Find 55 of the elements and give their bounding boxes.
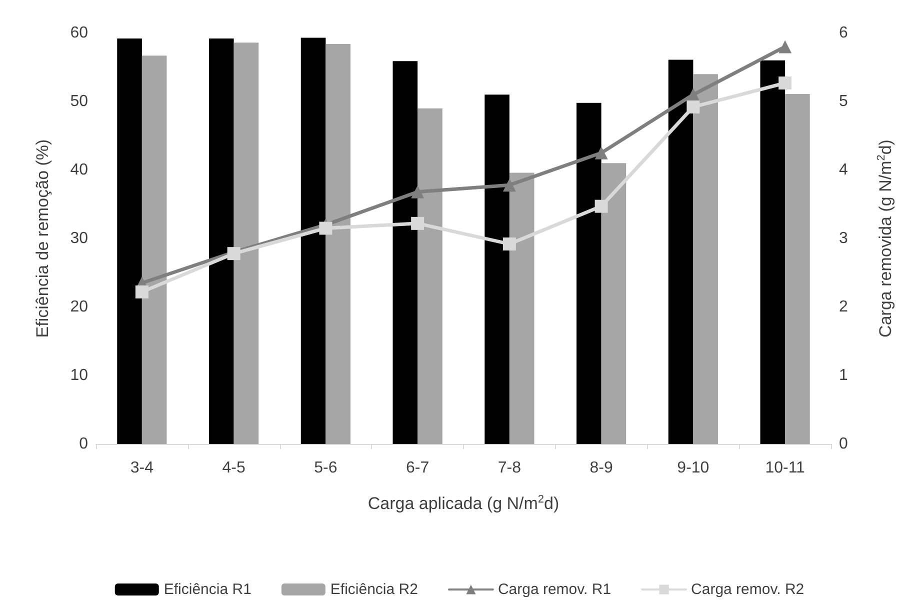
point xyxy=(411,216,424,230)
x-tick-label: 9-10 xyxy=(677,460,710,476)
point xyxy=(319,222,332,235)
x-tick-label: 10-11 xyxy=(765,460,806,476)
y2-axis-title: Carga removida (g N/m2d) xyxy=(876,140,895,338)
y-tick-label: 0 xyxy=(79,436,88,452)
bar xyxy=(693,74,718,444)
point xyxy=(502,178,516,192)
bar xyxy=(234,42,259,444)
point xyxy=(778,76,792,90)
point xyxy=(594,146,608,160)
bar xyxy=(326,44,350,444)
x-tick-label: 4-5 xyxy=(222,460,246,476)
bar xyxy=(142,56,167,444)
y-axis-title: Eficiência de remoção (%) xyxy=(33,139,52,338)
x-tick-label: 3-4 xyxy=(130,460,154,476)
bar xyxy=(509,172,534,444)
bar xyxy=(760,60,786,444)
bar xyxy=(601,163,626,444)
y-tick-label: 40 xyxy=(70,162,88,178)
bar xyxy=(484,94,510,444)
y2-tick-label: 1 xyxy=(839,367,848,384)
bar xyxy=(300,38,326,444)
point xyxy=(411,185,424,198)
y2-tick-label: 6 xyxy=(839,24,848,42)
legend-label: Carga remov. R1 xyxy=(498,581,612,598)
y2-tick-label: 0 xyxy=(839,436,848,452)
x-tick-label: 6-7 xyxy=(406,460,430,476)
bar xyxy=(418,108,442,444)
x-tick-label: 7-8 xyxy=(498,460,522,476)
y-tick-label: 10 xyxy=(70,367,88,384)
point xyxy=(778,40,792,54)
bar xyxy=(668,60,694,444)
bar xyxy=(785,94,810,444)
legend-label: Carga remov. R2 xyxy=(691,581,804,598)
bar xyxy=(392,61,418,444)
bar xyxy=(209,38,234,444)
y-tick-label: 60 xyxy=(70,24,88,42)
y2-tick-label: 4 xyxy=(839,162,848,178)
legend-label: Eficiência R1 xyxy=(164,581,252,598)
legend-label: Eficiência R2 xyxy=(330,581,418,598)
y2-tick-label: 5 xyxy=(839,93,848,110)
y2-tick-label: 3 xyxy=(839,230,848,247)
y-tick-label: 30 xyxy=(70,230,88,247)
point xyxy=(686,100,700,114)
point xyxy=(135,285,148,298)
y-tick-label: 20 xyxy=(70,298,88,316)
point xyxy=(502,237,516,250)
point xyxy=(594,200,608,213)
x-tick-label: 5-6 xyxy=(314,460,338,476)
x-tick-label: 8-9 xyxy=(590,460,613,476)
y2-tick-label: 2 xyxy=(839,298,848,316)
bar xyxy=(576,102,602,444)
y-tick-label: 50 xyxy=(70,93,88,110)
bar xyxy=(117,38,142,444)
